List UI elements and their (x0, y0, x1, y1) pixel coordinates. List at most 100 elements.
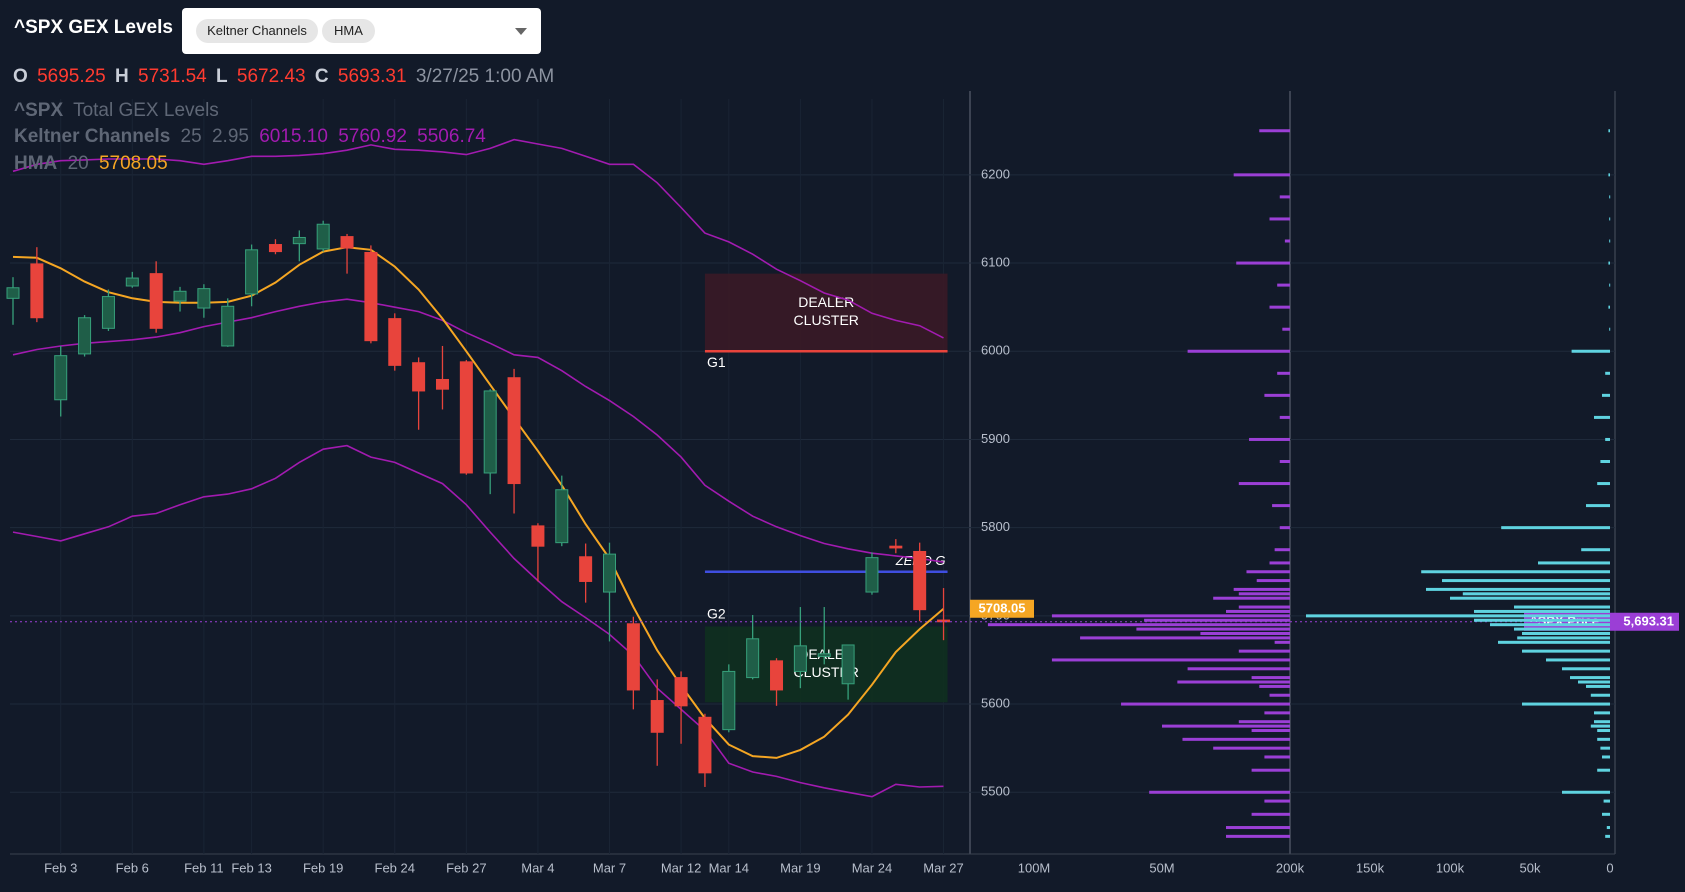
gex-bar (1251, 812, 1290, 816)
gex-bar (1522, 649, 1610, 653)
gex-bar (1609, 239, 1611, 243)
x-tick-label: Feb 24 (375, 860, 415, 875)
dropdown-arrow[interactable] (515, 28, 527, 35)
x-tick-label: 150k (1356, 860, 1385, 875)
candle-body (770, 660, 784, 691)
gex-bar (1251, 768, 1290, 772)
gex-bar (1238, 482, 1290, 486)
gex-bar (1213, 746, 1290, 750)
gex-bar (1277, 283, 1290, 287)
gex-bar (1462, 592, 1610, 596)
gex-bar (1571, 349, 1610, 353)
legend-param: 20 (68, 153, 89, 174)
gex-bar (1490, 623, 1610, 627)
ohlc-letter: O (13, 66, 28, 87)
gex-bar (1226, 834, 1290, 838)
gex-bar (1605, 371, 1610, 375)
candle-body (78, 317, 92, 355)
candle-body (722, 670, 736, 731)
gex-bar (1578, 680, 1610, 684)
y-tick-label: 6200 (981, 166, 1010, 181)
candle-body (937, 619, 951, 623)
legend-value: 5708.05 (99, 153, 168, 174)
gex-bar (1581, 548, 1610, 552)
gex-bar (1590, 693, 1610, 697)
app-title: ^SPX GEX Levels (14, 17, 173, 38)
gex-bar (1233, 587, 1290, 591)
gex-bar (1144, 618, 1290, 622)
gex-bar (1609, 217, 1611, 221)
x-tick-label: 50M (1149, 860, 1174, 875)
candle-body (459, 361, 473, 474)
x-tick-label: Mar 27 (923, 860, 963, 875)
legend-value: 6015.10 (259, 126, 328, 147)
gex-bar (1274, 640, 1290, 644)
ohlc-letter: C (315, 66, 329, 87)
dealer-zone (704, 626, 948, 703)
gex-bar (1442, 579, 1610, 583)
gex-bar (1279, 526, 1290, 530)
gex-bar (1426, 587, 1610, 591)
gex-bar (1279, 460, 1290, 464)
candle-body (579, 556, 593, 582)
gex-bar (1226, 609, 1290, 613)
gex-bar (1538, 561, 1610, 565)
gex-bar (1546, 658, 1610, 662)
gex-bar (1269, 305, 1290, 309)
candle-body (364, 251, 378, 342)
gex-bar (1236, 261, 1290, 265)
keltner-line (12, 444, 944, 798)
gex-bar (1269, 217, 1290, 221)
level-label: G1 (707, 354, 726, 370)
gex-bar (1570, 676, 1610, 680)
y-tick-label: 5900 (981, 431, 1010, 446)
gex-bar (1450, 596, 1610, 600)
dealer-zone (704, 273, 948, 352)
gex-bar (1251, 729, 1290, 733)
candle-body (173, 290, 187, 302)
gex-bar (1264, 755, 1290, 759)
indicator-chip[interactable] (322, 19, 375, 43)
gex-bar (1182, 737, 1290, 741)
gex-bar (1269, 561, 1290, 565)
candle-body (30, 263, 44, 319)
candle-body (793, 645, 807, 672)
gex-bar (1594, 720, 1610, 724)
ohlc-letter: H (115, 66, 129, 87)
gex-bar (1602, 755, 1610, 759)
candle-body (865, 557, 879, 593)
gex-bar (1608, 305, 1610, 309)
gex-bar (1562, 790, 1610, 794)
gex-bar (1603, 799, 1610, 803)
gex-bar (1279, 195, 1290, 199)
gex-bar (1238, 592, 1290, 596)
gex-bar (1522, 631, 1610, 635)
gex-bar (1608, 261, 1610, 265)
indicator-chip[interactable] (196, 19, 318, 43)
ohlc-value: 5695.25 (37, 66, 106, 87)
gex-bar (1605, 437, 1610, 441)
candle-body (388, 318, 402, 366)
x-tick-label: Mar 14 (709, 860, 749, 875)
gex-bar (1590, 724, 1610, 728)
legend-value: 5506.74 (417, 126, 486, 147)
candle-body (268, 244, 282, 253)
gex-bar (1605, 834, 1610, 838)
candle-body (54, 355, 68, 401)
candle-body (555, 489, 569, 544)
gex-bar (1517, 636, 1610, 640)
gex-bar (1609, 327, 1611, 331)
gex-bar (1256, 579, 1290, 583)
candle-body (412, 362, 426, 392)
gex-bar (1246, 570, 1290, 574)
gex-bar (1562, 667, 1610, 671)
x-tick-label: Mar 4 (521, 860, 554, 875)
gex-bar (1269, 693, 1290, 697)
gex-bar (1597, 482, 1610, 486)
price-tag-value: 5,693.31 (1623, 614, 1674, 629)
gex-bar (1602, 393, 1610, 397)
gex-bar (1606, 826, 1610, 830)
x-tick-label: Mar 19 (780, 860, 820, 875)
candle-body (817, 653, 831, 657)
